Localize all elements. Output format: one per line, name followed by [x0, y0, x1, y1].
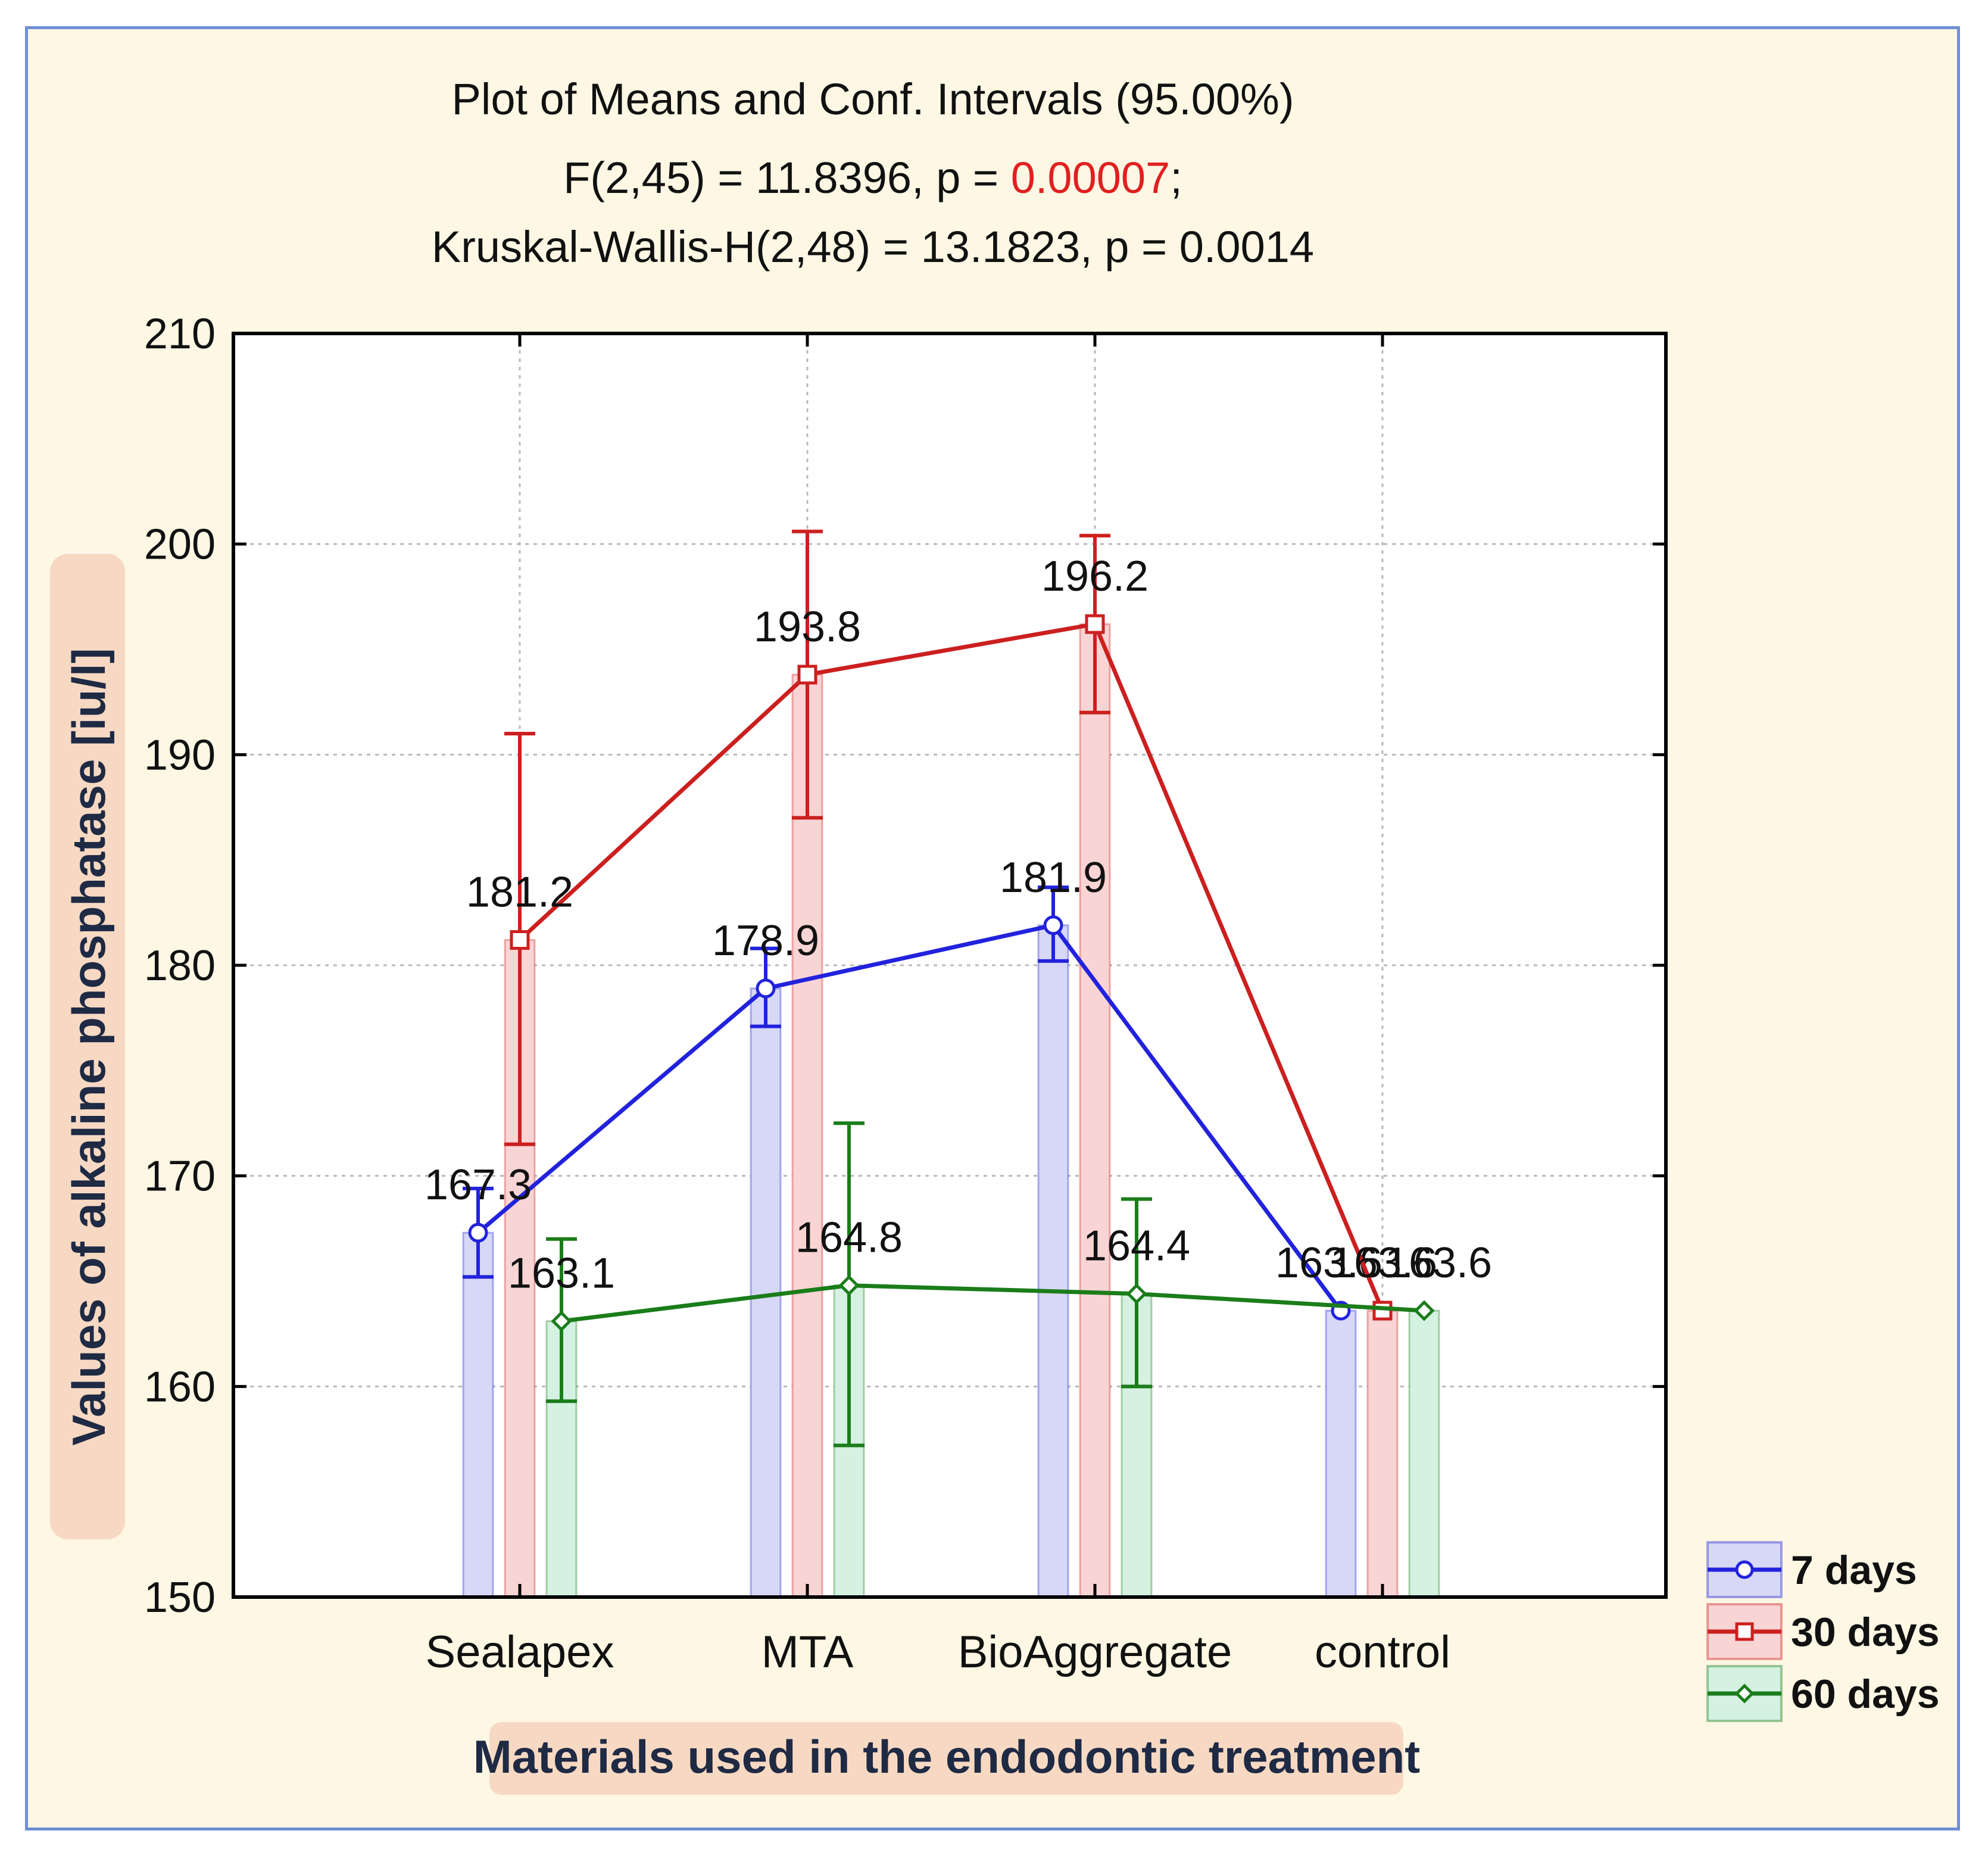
- bar-30-days-BioAggregate: [1079, 623, 1111, 1598]
- bar-7-days-Sealapex: [462, 1231, 494, 1598]
- bar-30-days-MTA: [791, 673, 823, 1598]
- title-line-2: F(2,45) = 11.8396, p = 0.00007;: [563, 153, 1182, 202]
- data-label-7-days-Sealapex: 167.3: [425, 1161, 532, 1209]
- data-label-7-days-BioAggregate: 181.9: [1000, 854, 1107, 902]
- title-line-3: Kruskal-Wallis-H(2,48) = 13.1823, p = 0.…: [432, 222, 1314, 272]
- bar-30-days-control: [1366, 1309, 1399, 1598]
- marker-7-days-Sealapex: [468, 1223, 488, 1243]
- data-label-60-days-Sealapex: 163.1: [508, 1250, 615, 1298]
- y-tick-label: 200: [144, 521, 216, 569]
- y-tick-label: 170: [144, 1153, 216, 1200]
- x-axis-label: Materials used in the endodontic treatme…: [473, 1730, 1421, 1783]
- marker-30-days-Sealapex: [510, 930, 530, 950]
- data-label-60-days-control: 163.6: [1385, 1239, 1492, 1287]
- marker-7-days-BioAggregate: [1043, 915, 1063, 935]
- x-tick-label-Sealapex: Sealapex: [426, 1627, 614, 1677]
- data-label-30-days-BioAggregate: 196.2: [1041, 553, 1149, 600]
- legend: 7 days 30 days 60 days: [1706, 1541, 1940, 1722]
- marker-60-days-Sealapex: [551, 1311, 572, 1332]
- marker-30-days-BioAggregate: [1085, 614, 1105, 634]
- title-line-1: Plot of Means and Conf. Intervals (95.00…: [452, 74, 1294, 124]
- marker-60-days-control: [1413, 1300, 1435, 1321]
- title-p-value: 0.00007: [1011, 153, 1171, 202]
- chart-title: Plot of Means and Conf. Intervals (95.00…: [432, 74, 1314, 272]
- legend-marker-60-days: [1734, 1683, 1755, 1704]
- data-label-30-days-control: 163.6: [1330, 1239, 1437, 1287]
- y-tick-label: 180: [144, 942, 216, 990]
- bar-7-days-control: [1325, 1309, 1357, 1598]
- series-line-60-days: [561, 1283, 1425, 1324]
- series-line-7-days: [476, 922, 1343, 1312]
- legend-label-30-days: 30 days: [1791, 1610, 1940, 1655]
- x-tick-label-MTA: MTA: [762, 1627, 854, 1677]
- ylabel-background: [50, 554, 125, 1539]
- y-tick-label: 210: [144, 310, 216, 358]
- bar-60-days-control: [1408, 1309, 1440, 1598]
- data-label-60-days-MTA: 164.8: [795, 1214, 903, 1262]
- data-label-30-days-Sealapex: 181.2: [466, 869, 573, 916]
- marker-30-days-MTA: [797, 665, 817, 685]
- plot-area: 150 160 170 180 190 200 210 Sealapex MTA BioAggre…: [144, 310, 1668, 1677]
- legend-label-7-days: 7 days: [1791, 1548, 1917, 1593]
- legend-label-60-days: 60 days: [1791, 1671, 1940, 1717]
- data-label-60-days-BioAggregate: 164.4: [1083, 1223, 1190, 1270]
- data-label-7-days-MTA: 178.9: [712, 917, 819, 965]
- y-tick-label: 160: [144, 1363, 216, 1411]
- marker-7-days-MTA: [756, 978, 776, 999]
- y-axis-label: Values of alkaline phosphatase [iu/l]: [63, 648, 115, 1445]
- legend-marker-30-days: [1735, 1622, 1754, 1641]
- marker-60-days-BioAggregate: [1126, 1283, 1147, 1305]
- x-tick-label-BioAggregate: BioAggregate: [958, 1627, 1232, 1677]
- y-tick-label: 150: [144, 1574, 216, 1621]
- bar-7-days-BioAggregate: [1037, 924, 1069, 1598]
- xlabel-background: [489, 1722, 1403, 1795]
- legend-marker-7-days: [1735, 1560, 1754, 1579]
- series-line-30-days: [518, 622, 1385, 1312]
- marker-30-days-control: [1372, 1301, 1393, 1321]
- y-tick-label: 190: [144, 731, 216, 779]
- data-label-30-days-MTA: 193.8: [754, 603, 861, 651]
- marker-60-days-MTA: [838, 1275, 860, 1296]
- title-f-stat: F(2,45) = 11.8396, p =: [563, 153, 1010, 202]
- title-semicolon: ;: [1170, 153, 1182, 202]
- x-tick-label-control: control: [1315, 1627, 1450, 1677]
